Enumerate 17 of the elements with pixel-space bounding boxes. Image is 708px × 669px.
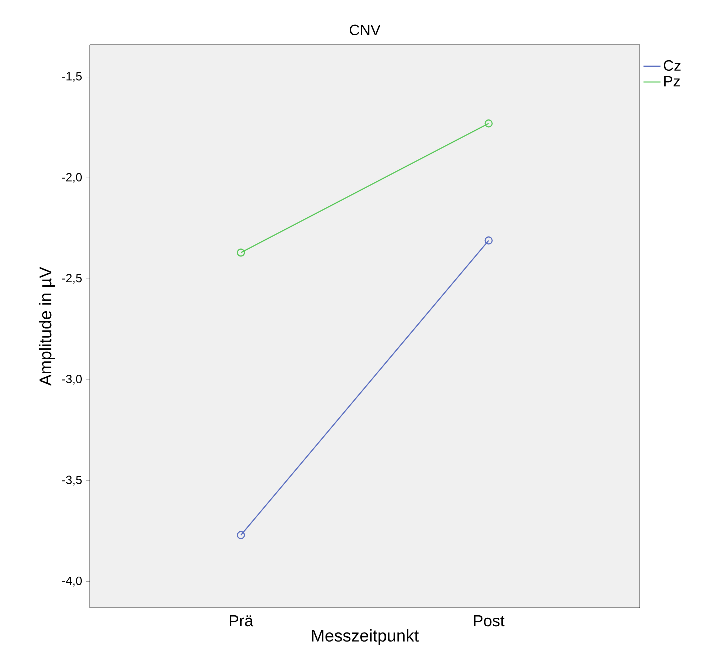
- y-tick-label: -2,0: [62, 173, 82, 184]
- x-axis-title: Messzeitpunkt: [312, 629, 419, 646]
- legend-label: Pz: [664, 76, 680, 87]
- y-tick-label: -3,5: [62, 476, 82, 486]
- y-tick-label: -1,5: [62, 72, 82, 82]
- y-tick-label: -2,5: [62, 274, 82, 284]
- point: [237, 248, 246, 257]
- point: [237, 531, 246, 540]
- point: [484, 120, 493, 128]
- y-tick-label: -3,0: [62, 375, 82, 385]
- x-tick-label: Post: [474, 616, 505, 627]
- y-tick-label: -4,0: [62, 576, 82, 587]
- x-tick-label: Prä: [230, 616, 254, 627]
- chart-title: CNV: [350, 24, 381, 36]
- y-axis-title: Amplitude in µV: [39, 267, 56, 386]
- point: [484, 236, 493, 245]
- legend-label: Cz: [664, 60, 681, 72]
